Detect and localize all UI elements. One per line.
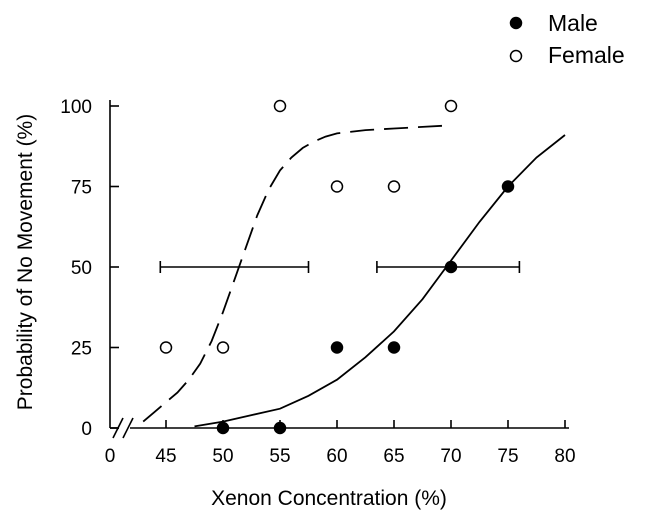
legend-female-label: Female: [548, 42, 625, 68]
y-tick-label-2: 50: [71, 258, 92, 279]
y-tick-label-1: 25: [71, 339, 92, 360]
fit-curves: [142, 124, 566, 428]
legend: Male Female: [509, 10, 625, 68]
x-tick-label-7: 75: [497, 446, 518, 467]
point-female-1: [216, 341, 230, 354]
x-axis-title: Xenon Concentration (%): [211, 487, 447, 510]
axes: [109, 100, 569, 439]
x-axis-break-mark-2: [122, 417, 134, 439]
legend-female-marker: [509, 49, 523, 63]
x-ticks: 0 45 50 55 60 65 70 75 80: [105, 420, 576, 467]
point-male-5: [501, 180, 515, 193]
x-tick-label-2: 50: [212, 446, 233, 467]
legend-male-marker: [509, 16, 523, 30]
point-male-4: [444, 260, 458, 274]
y-tick-label-3: 75: [71, 178, 92, 199]
y-tick-label-0: 0: [81, 419, 92, 440]
x-tick-label-5: 65: [383, 446, 404, 467]
point-female-0: [159, 341, 173, 354]
point-female-5: [444, 99, 458, 113]
x-tick-label-3: 55: [269, 446, 290, 467]
x-tick-label-4: 60: [326, 446, 347, 467]
error-bars: [159, 261, 521, 273]
point-male-2: [330, 341, 344, 354]
x-tick-label-0: 0: [105, 446, 116, 467]
point-male-3: [387, 341, 401, 354]
x-tick-label-8: 80: [554, 446, 575, 467]
point-female-3: [330, 180, 344, 193]
y-tick-label-4: 100: [60, 97, 92, 118]
data-points: [159, 99, 515, 435]
y-ticks: 0 25 50 75 100: [60, 97, 119, 440]
point-female-2: [273, 99, 287, 113]
x-tick-label-1: 45: [155, 446, 176, 467]
legend-male-label: Male: [548, 10, 598, 36]
y-axis-title: Probability of No Movement (%): [14, 114, 37, 410]
fit-curve-male: [194, 134, 566, 428]
x-tick-label-6: 70: [440, 446, 461, 467]
fit-curve-female: [142, 124, 452, 423]
point-female-4: [387, 180, 401, 193]
point-male-0: [216, 421, 230, 435]
point-male-1: [273, 421, 287, 435]
